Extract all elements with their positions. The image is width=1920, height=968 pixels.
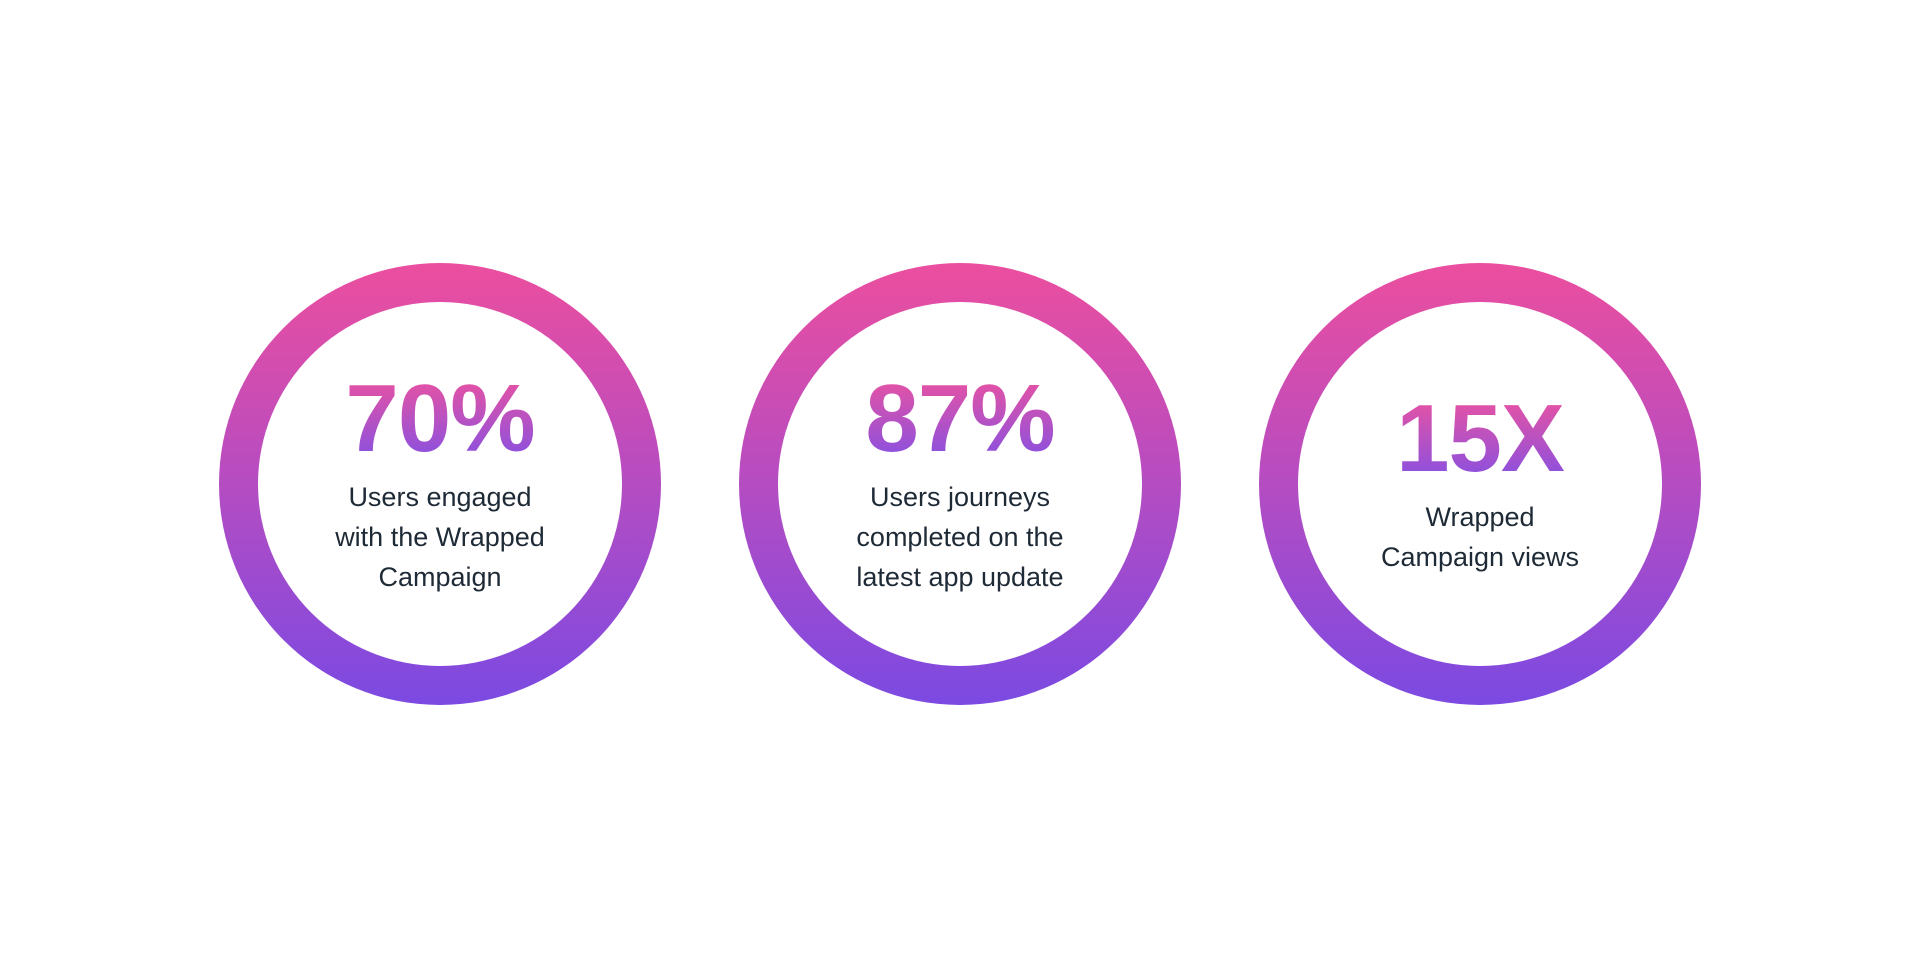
stat-value: 87% xyxy=(865,365,1055,472)
stat-description-line: with the Wrapped xyxy=(335,522,545,552)
stat-description: Users journeys completed on the latest a… xyxy=(856,477,1063,597)
stat-circle-views: 15X Wrapped Campaign views xyxy=(1259,263,1701,705)
stat-description-line: Users engaged xyxy=(348,482,532,512)
stat-description: Users engaged with the Wrapped Campaign xyxy=(335,477,545,597)
stat-description-line: Campaign xyxy=(378,562,502,592)
stat-description-line: Campaign views xyxy=(1380,542,1580,572)
stat-inner-disc: 87% Users journeys completed on the late… xyxy=(778,302,1142,666)
stat-circle-engagement: 70% Users engaged with the Wrapped Campa… xyxy=(219,263,661,705)
stat-description-line: completed on the xyxy=(856,522,1064,552)
stat-description-line: Users journeys xyxy=(869,482,1051,512)
stat-value: 70% xyxy=(345,365,535,472)
stat-value: 15X xyxy=(1396,385,1565,492)
stat-description-line: Wrapped xyxy=(1425,502,1535,532)
stat-description-line: latest app update xyxy=(856,562,1064,592)
stat-inner-disc: 70% Users engaged with the Wrapped Campa… xyxy=(258,302,622,666)
stat-inner-disc: 15X Wrapped Campaign views xyxy=(1298,302,1662,666)
stat-description: Wrapped Campaign views xyxy=(1381,497,1579,577)
stat-circle-journeys: 87% Users journeys completed on the late… xyxy=(739,263,1181,705)
